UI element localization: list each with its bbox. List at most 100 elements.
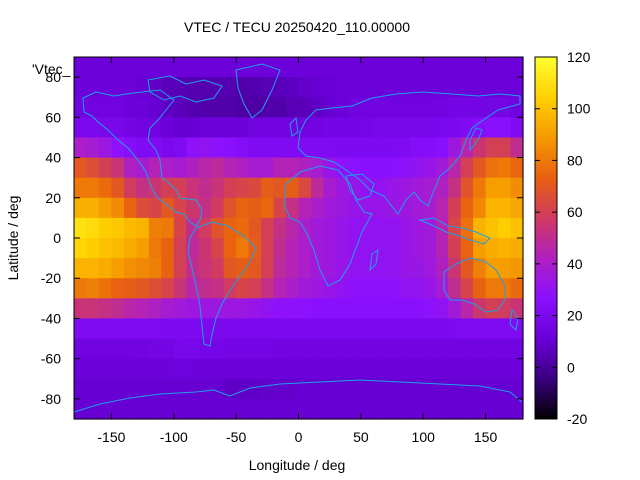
- heatmap-cell: [173, 117, 187, 139]
- heatmap-cell: [423, 338, 437, 360]
- heatmap-cell: [460, 338, 474, 360]
- heatmap-cell: [186, 378, 200, 400]
- y-tick-label: 40: [45, 150, 61, 166]
- heatmap-cell: [161, 117, 175, 139]
- heatmap-cell: [273, 338, 287, 360]
- heatmap-cell: [410, 137, 424, 159]
- heatmap-cell: [111, 197, 125, 219]
- heatmap-cell: [148, 398, 162, 420]
- heatmap-cell: [123, 197, 137, 219]
- heatmap-cell: [398, 278, 412, 299]
- heatmap-cell: [335, 358, 349, 380]
- heatmap-cell: [74, 358, 88, 380]
- heatmap-cell: [123, 97, 137, 118]
- eurasia-coastline: [297, 91, 521, 215]
- heatmap-cell: [286, 97, 300, 118]
- heatmap-cell: [423, 318, 437, 340]
- heatmap-cell: [310, 238, 325, 259]
- heatmap-cell: [348, 378, 362, 400]
- heatmap-cell: [448, 298, 462, 320]
- heatmap-cell: [111, 378, 125, 400]
- heatmap-cell: [273, 258, 287, 279]
- heatmap-cell: [211, 298, 225, 320]
- heatmap-cell: [111, 157, 125, 179]
- heatmap-cell: [373, 157, 387, 179]
- heatmap-cell: [460, 258, 474, 279]
- heatmap-cell: [398, 258, 412, 279]
- heatmap-cell: [148, 197, 162, 219]
- heatmap-cell: [261, 57, 275, 78]
- heatmap-cell: [410, 97, 424, 118]
- heatmap-cell: [286, 338, 300, 360]
- heatmap-cell: [161, 57, 175, 78]
- heatmap-cell: [286, 318, 300, 340]
- heatmap-cell: [348, 298, 362, 320]
- heatmap-cell: [236, 318, 250, 340]
- heatmap-cell: [448, 177, 462, 199]
- heatmap-cell: [460, 217, 474, 239]
- heatmap-cell: [473, 318, 487, 340]
- heatmap-cell: [136, 378, 150, 400]
- heatmap-cell: [360, 238, 374, 259]
- heatmap-cell: [148, 177, 162, 199]
- heatmap-cell: [111, 177, 125, 199]
- heatmap-cell: [398, 378, 412, 400]
- heatmap-cell: [510, 157, 524, 179]
- heatmap-cell: [385, 97, 399, 118]
- heatmap-cell: [173, 197, 187, 219]
- heatmap-cell: [360, 298, 374, 320]
- heatmap-cell: [98, 338, 113, 360]
- heatmap-cell: [186, 398, 200, 420]
- heatmap-cell: [74, 278, 88, 299]
- heatmap-cell: [136, 97, 150, 118]
- heatmap-cell: [485, 338, 499, 360]
- heatmap-cell: [460, 378, 474, 400]
- heatmap-cell: [136, 77, 150, 98]
- heatmap-cell: [136, 197, 150, 219]
- heatmap-cell: [286, 378, 300, 400]
- heatmap-cell: [211, 278, 225, 299]
- heatmap-cell: [385, 57, 399, 78]
- heatmap-cell: [385, 318, 399, 340]
- heatmap-cell: [273, 197, 287, 219]
- heatmap-cell: [273, 398, 287, 420]
- heatmap-cell: [298, 318, 312, 340]
- heatmap-cell: [248, 157, 262, 179]
- heatmap-cell: [448, 137, 462, 159]
- heatmap-cell: [248, 77, 262, 98]
- heatmap-cell: [335, 217, 349, 239]
- heatmap-cell: [186, 278, 200, 299]
- heatmap-cell: [86, 197, 100, 219]
- australia-coastline: [443, 257, 507, 313]
- heatmap-cell: [298, 177, 312, 199]
- heatmap-cell: [448, 97, 462, 118]
- heatmap-cell: [86, 217, 100, 239]
- heatmap-cell: [173, 238, 187, 259]
- heatmap-cell: [385, 278, 399, 299]
- heatmap-cell: [198, 398, 212, 420]
- heatmap-cell: [335, 117, 349, 139]
- heatmap-cell: [111, 117, 125, 139]
- heatmap-cell: [86, 258, 100, 279]
- heatmap-cell: [211, 258, 225, 279]
- heatmap-cell: [74, 97, 88, 118]
- heatmap-cell: [173, 298, 187, 320]
- heatmap-cell: [510, 217, 524, 239]
- heatmap-cell: [223, 177, 237, 199]
- heatmap-cell: [223, 258, 237, 279]
- heatmap-cell: [310, 358, 325, 380]
- heatmap-cell: [298, 97, 312, 118]
- heatmap-cell: [510, 117, 524, 139]
- heatmap-cell: [211, 197, 225, 219]
- heatmap-cell: [198, 177, 212, 199]
- heatmap-cell: [448, 398, 462, 420]
- heatmap-cell: [460, 278, 474, 299]
- x-tick-label: 150: [474, 429, 498, 445]
- heatmap-cell: [510, 238, 524, 259]
- heatmap-cell: [335, 177, 349, 199]
- heatmap-cell: [373, 57, 387, 78]
- heatmap-cell: [373, 378, 387, 400]
- heatmap-cell: [435, 57, 449, 78]
- heatmap-cell: [173, 97, 187, 118]
